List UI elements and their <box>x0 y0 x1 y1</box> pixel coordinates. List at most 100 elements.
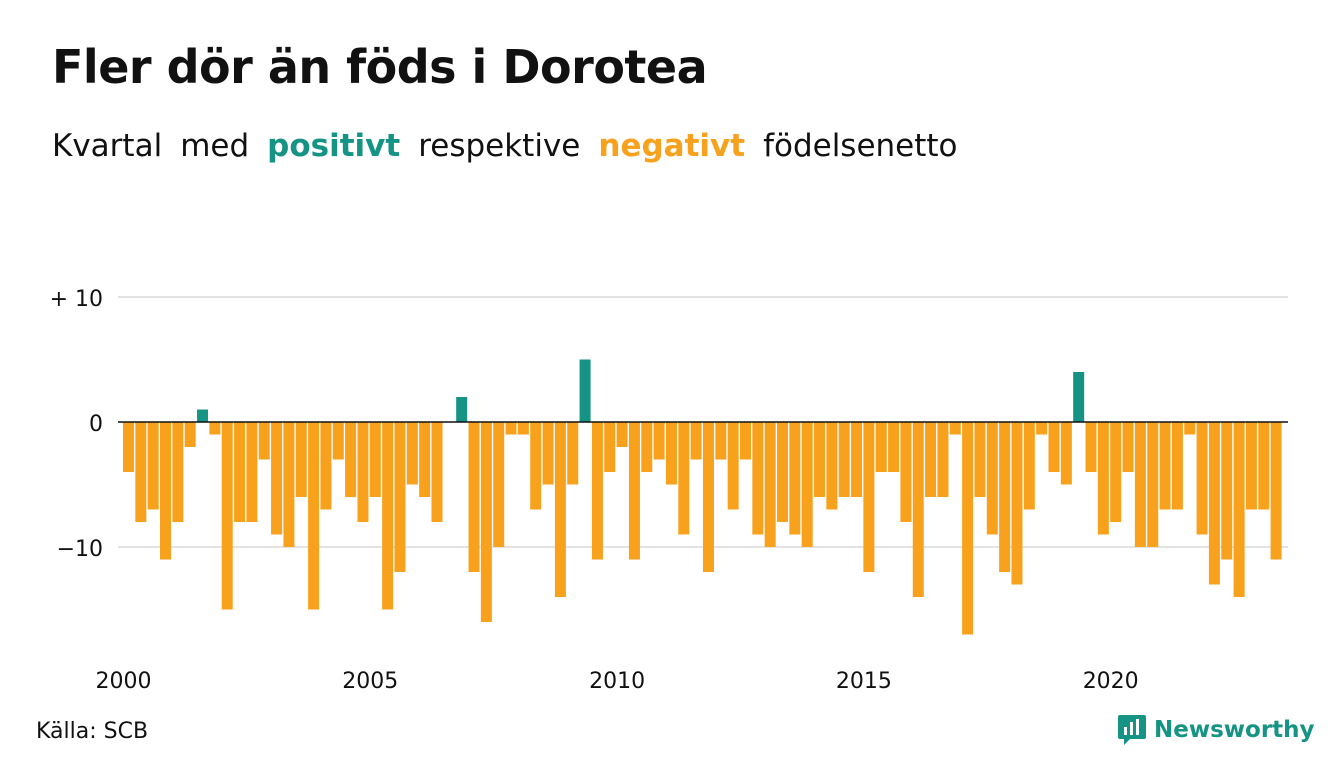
bar-negative <box>1011 422 1023 585</box>
bar-negative <box>962 422 974 635</box>
bar-negative <box>591 422 603 560</box>
bar-negative <box>777 422 789 522</box>
bar-negative <box>1122 422 1134 472</box>
subtitle-word-respektive: respektive <box>418 128 581 164</box>
bar-negative <box>1208 422 1220 585</box>
bar-negative <box>999 422 1011 572</box>
bar-negative <box>382 422 394 610</box>
bar-negative <box>1221 422 1233 560</box>
bar-negative <box>258 422 270 460</box>
bar-negative <box>727 422 739 510</box>
bar-negative <box>431 422 443 522</box>
subtitle-word-med: med <box>180 128 250 164</box>
bar-negative <box>1097 422 1109 535</box>
bar-negative <box>209 422 221 435</box>
bar-negative <box>851 422 863 497</box>
bar-negative <box>135 422 147 522</box>
y-tick-label: 0 <box>89 412 103 437</box>
subtitle-word-kvartal: Kvartal <box>52 128 163 164</box>
bar-negative <box>308 422 320 610</box>
bar-negative <box>1171 422 1183 510</box>
bar-negative <box>1196 422 1208 535</box>
bar-negative <box>234 422 246 522</box>
bar-negative <box>1036 422 1048 435</box>
source-note: Källa: SCB <box>36 719 149 744</box>
bar-negative <box>814 422 826 497</box>
bar-chart: + 10 0 −10 2000 2005 2010 2015 2020 <box>50 287 1288 694</box>
bar-negative <box>752 422 764 535</box>
subtitle-negative-label: negativt <box>598 128 746 164</box>
chart-subtitle: Kvartal med positivt respektive negativt föde… <box>52 128 976 164</box>
bar-negative <box>740 422 751 460</box>
bar-negative <box>715 422 727 460</box>
bar-negative <box>826 422 838 510</box>
bar-positive <box>197 409 209 422</box>
bar-positive <box>1073 372 1085 422</box>
brand-logo: Newsworthy <box>1118 713 1315 747</box>
y-tick-label: −10 <box>57 537 103 562</box>
bar-negative <box>160 422 172 560</box>
bar-negative <box>1147 422 1159 547</box>
bar-negative <box>1134 422 1146 547</box>
subtitle-word-fodelsenetto: födelsenetto <box>763 128 958 164</box>
bar-negative <box>123 422 134 472</box>
x-tick-label: 2005 <box>342 669 398 694</box>
bar-negative <box>986 422 998 535</box>
bar-negative <box>283 422 295 547</box>
bar-negative <box>949 422 961 435</box>
bar-negative <box>246 422 258 522</box>
bar-negative <box>616 422 628 447</box>
bar-negative <box>974 422 986 497</box>
bar-negative <box>838 422 850 497</box>
bar-negative <box>345 422 357 497</box>
bar-negative <box>789 422 801 535</box>
bar-negative <box>653 422 665 460</box>
bar-negative <box>172 422 184 522</box>
bar-negative <box>604 422 616 472</box>
bar-negative <box>505 422 517 435</box>
bar-positive <box>456 397 468 422</box>
bar-negative <box>147 422 159 510</box>
bar-negative <box>468 422 480 572</box>
bar-negative <box>1159 422 1171 510</box>
x-tick-label: 2020 <box>1083 669 1139 694</box>
newsworthy-logo-icon <box>1118 715 1146 745</box>
bar-negative <box>678 422 690 535</box>
bar-negative <box>690 422 702 460</box>
bar-negative <box>1060 422 1072 485</box>
bar-negative <box>665 422 677 485</box>
bar-negative <box>875 422 887 472</box>
bar-negative <box>912 422 924 597</box>
x-tick-label: 2000 <box>96 669 152 694</box>
bar-negative <box>480 422 492 622</box>
bar-negative <box>764 422 776 547</box>
bar-negative <box>1085 422 1097 472</box>
bar-negative <box>863 422 875 572</box>
chart-title: Fler dör än föds i Dorotea <box>52 40 708 94</box>
bar-negative <box>493 422 505 547</box>
bar-negative <box>221 422 233 610</box>
bar-negative <box>554 422 566 597</box>
bar-negative <box>517 422 529 435</box>
bar-negative <box>1245 422 1257 510</box>
bar-negative <box>567 422 579 485</box>
subtitle-positive-label: positivt <box>267 128 401 164</box>
bar-negative <box>900 422 912 522</box>
bar-negative <box>925 422 937 497</box>
bar-negative <box>641 422 653 472</box>
y-tick-label: + 10 <box>50 287 103 312</box>
bar-negative <box>530 422 542 510</box>
bar-negative <box>394 422 406 572</box>
bar-negative <box>1023 422 1035 510</box>
bar-negative <box>1184 422 1196 435</box>
bar-negative <box>295 422 307 497</box>
bar-negative <box>271 422 283 535</box>
bar-negative <box>542 422 554 485</box>
bar-negative <box>419 422 431 497</box>
bar-negative <box>357 422 369 522</box>
bar-negative <box>1110 422 1122 522</box>
bar-negative <box>1048 422 1060 472</box>
x-tick-label: 2010 <box>589 669 645 694</box>
bar-negative <box>1258 422 1270 510</box>
bar-negative <box>702 422 714 572</box>
